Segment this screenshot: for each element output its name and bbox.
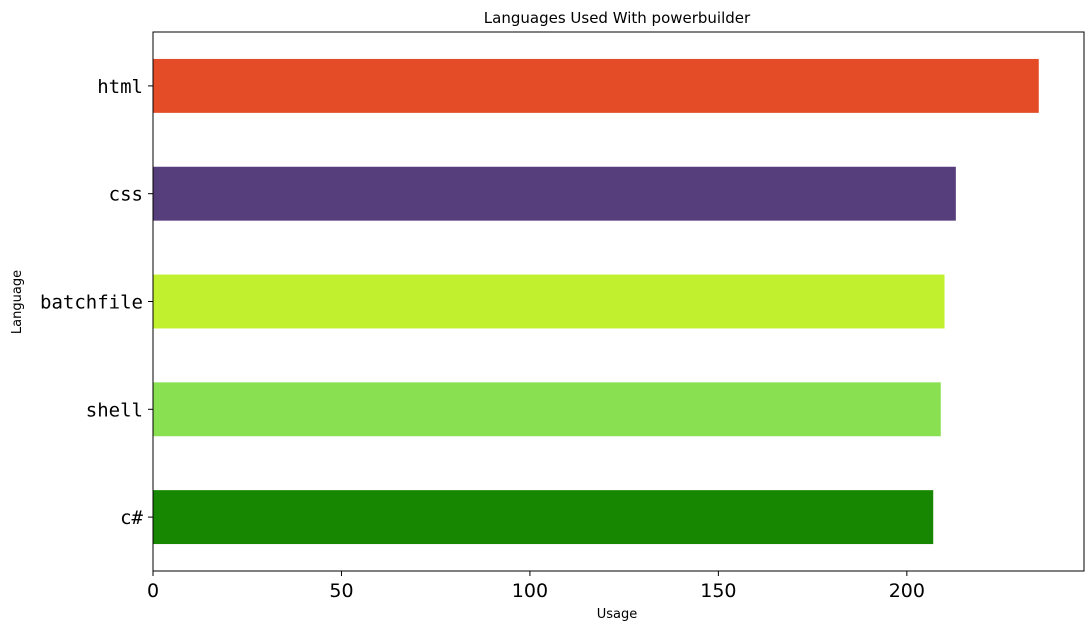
bar-csharp bbox=[153, 490, 934, 545]
chart-title: Languages Used With powerbuilder bbox=[484, 9, 751, 27]
bars-group bbox=[153, 58, 1039, 545]
y-axis: html css batchfile shell c# bbox=[40, 76, 153, 529]
y-tick-label: batchfile bbox=[40, 292, 143, 314]
bar-shell bbox=[153, 382, 941, 437]
x-axis-label: Usage bbox=[597, 607, 638, 622]
x-tick-label: 200 bbox=[889, 580, 925, 602]
y-tick-label: c# bbox=[120, 507, 143, 529]
x-tick-label: 0 bbox=[147, 580, 159, 602]
y-axis-label: Language bbox=[10, 270, 25, 334]
x-tick-label: 50 bbox=[329, 580, 353, 602]
bar-css bbox=[153, 166, 956, 221]
bar-batchfile bbox=[153, 274, 945, 329]
x-tick-label: 100 bbox=[512, 580, 548, 602]
y-tick-label: shell bbox=[86, 399, 143, 421]
x-tick-label: 150 bbox=[700, 580, 736, 602]
y-tick-label: html bbox=[97, 76, 143, 98]
x-axis: 0 50 100 150 200 bbox=[147, 571, 925, 602]
y-tick-label: css bbox=[109, 184, 143, 206]
bar-html bbox=[153, 58, 1039, 113]
